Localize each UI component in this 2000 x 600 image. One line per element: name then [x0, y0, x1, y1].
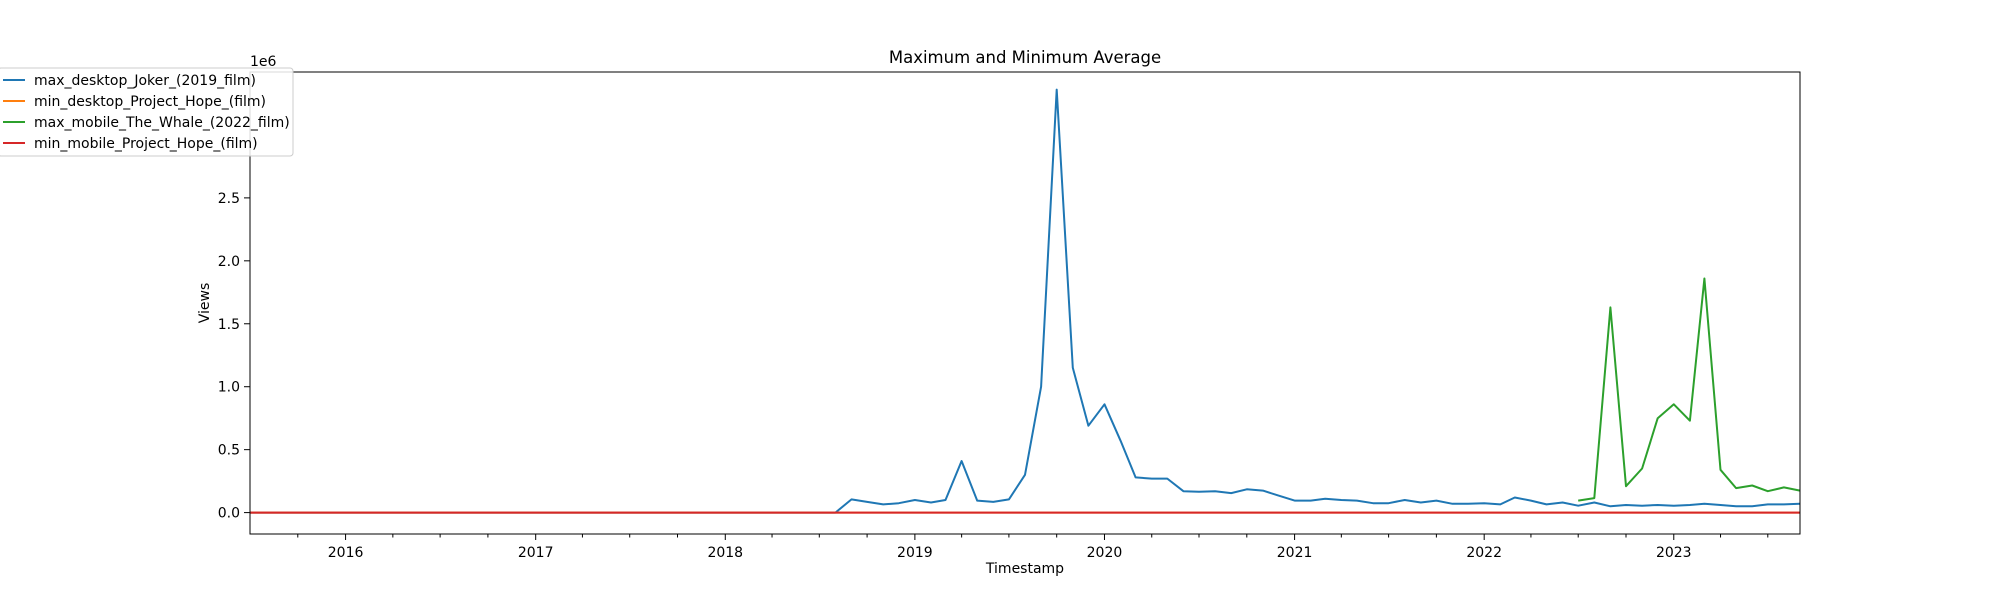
x-tick-label: 2020 [1087, 545, 1123, 561]
x-tick-label: 2021 [1277, 545, 1313, 561]
x-tick-label: 2017 [518, 545, 554, 561]
x-tick-label: 2018 [707, 545, 743, 561]
y-axis-label: Views [197, 283, 213, 324]
x-tick-label: 2016 [328, 545, 364, 561]
y-axis: 0.0 0.5 1.0 1.5 2.0 2.5 [218, 191, 250, 522]
legend-box [0, 67, 294, 157]
y-tick-label: 2.0 [218, 254, 240, 270]
y-offset-label: 1e6 [250, 54, 277, 70]
series-line-3 [1578, 277, 1801, 502]
y-tick-label: 0.0 [218, 506, 240, 522]
series-layer [250, 88, 1801, 514]
legend-label-1: max_desktop_Joker_(2019_film) [34, 73, 256, 89]
y-tick-label: 1.5 [218, 317, 240, 333]
y-tick-label: 0.5 [218, 443, 240, 459]
legend: max_desktop_Joker_(2019_film) min_desktop… [0, 67, 294, 157]
x-axis-label: Timestamp [985, 561, 1064, 577]
legend-label-3: max_mobile_The_Whale_(2022_film) [34, 115, 290, 131]
y-tick-label: 2.5 [218, 191, 240, 207]
x-tick-label: 2019 [897, 545, 933, 561]
series-line-1 [250, 88, 1801, 514]
legend-label-2: min_desktop_Project_Hope_(film) [34, 94, 266, 110]
x-tick-label: 2023 [1656, 545, 1692, 561]
x-axis: 2016 2017 2018 2019 2020 2021 2022 2023 [297, 534, 1769, 561]
x-tick-label: 2022 [1466, 545, 1502, 561]
chart-title: Maximum and Minimum Average [889, 48, 1161, 67]
y-tick-label: 1.0 [218, 380, 240, 396]
legend-label-4: min_mobile_Project_Hope_(film) [34, 136, 258, 152]
plot-frame [249, 71, 1801, 535]
